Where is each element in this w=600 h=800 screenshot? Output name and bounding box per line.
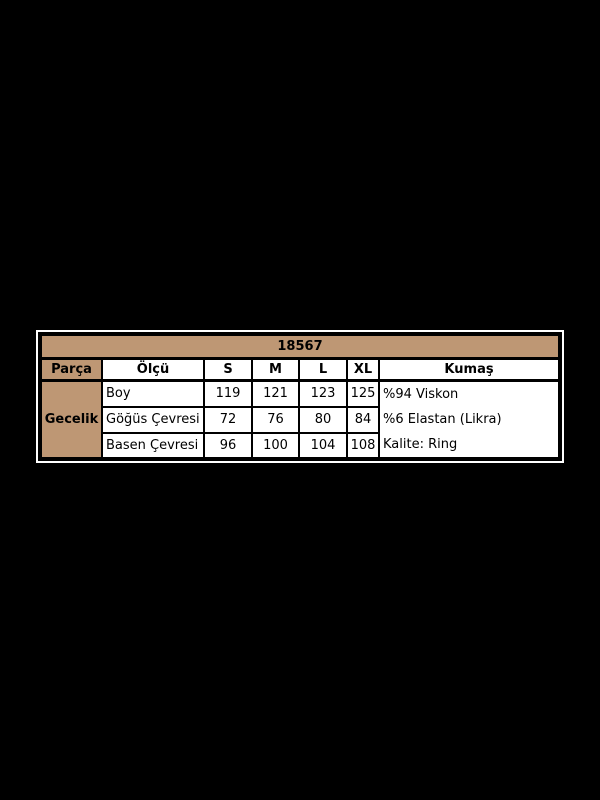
value-gogus-xl: 84 xyxy=(346,405,380,434)
table-row-boy: Gecelik Boy 119 121 123 125 %94 Viskon %… xyxy=(39,379,562,460)
value-gogus-s: 72 xyxy=(203,405,253,434)
model-number: 18567 xyxy=(38,333,562,360)
size-chart-table: 18567 Parça Ölçü S M L XL Kumaş Gecelik … xyxy=(38,332,563,461)
value-boy-m: 121 xyxy=(251,379,300,408)
measure-label-boy: Boy xyxy=(101,379,205,408)
fabric-line-kalite: Kalite: Ring xyxy=(383,436,458,452)
table-row-gogus: Göğüs Çevresi 72 76 80 84 xyxy=(40,405,560,434)
fabric-info-cell: %94 Viskon %6 Elastan (Likra) Kalite: Ri… xyxy=(377,379,562,460)
fabric-line-elastan: %6 Elastan (Likra) xyxy=(383,411,502,427)
value-gogus-m: 76 xyxy=(251,405,300,434)
col-header-size-m: M xyxy=(251,357,300,382)
column-header-row: Parça Ölçü S M L XL Kumaş xyxy=(39,357,562,382)
value-gogus-l: 80 xyxy=(298,405,348,434)
col-header-parca: Parça xyxy=(39,357,103,382)
col-header-size-xl: XL xyxy=(346,357,380,382)
value-boy-xl: 125 xyxy=(346,379,380,408)
value-basen-s: 96 xyxy=(203,432,253,460)
col-header-kumas: Kumaş xyxy=(377,357,562,382)
col-header-size-s: S xyxy=(203,357,253,382)
col-header-olcu: Ölçü xyxy=(101,357,205,382)
value-boy-l: 123 xyxy=(298,379,348,408)
col-header-size-l: L xyxy=(298,357,348,382)
table-row-basen: Basen Çevresi 96 100 104 108 xyxy=(40,432,560,460)
value-boy-s: 119 xyxy=(203,379,253,408)
part-name-cell: Gecelik xyxy=(39,379,103,460)
measure-label-gogus: Göğüs Çevresi xyxy=(101,405,205,434)
fabric-line-viskon: %94 Viskon xyxy=(383,386,459,402)
model-number-row: 18567 xyxy=(38,333,562,360)
size-chart: 18567 Parça Ölçü S M L XL Kumaş Gecelik … xyxy=(36,330,565,463)
value-basen-l: 104 xyxy=(298,432,348,460)
measure-label-basen: Basen Çevresi xyxy=(101,432,205,460)
value-basen-xl: 108 xyxy=(346,432,380,460)
value-basen-m: 100 xyxy=(251,432,300,460)
